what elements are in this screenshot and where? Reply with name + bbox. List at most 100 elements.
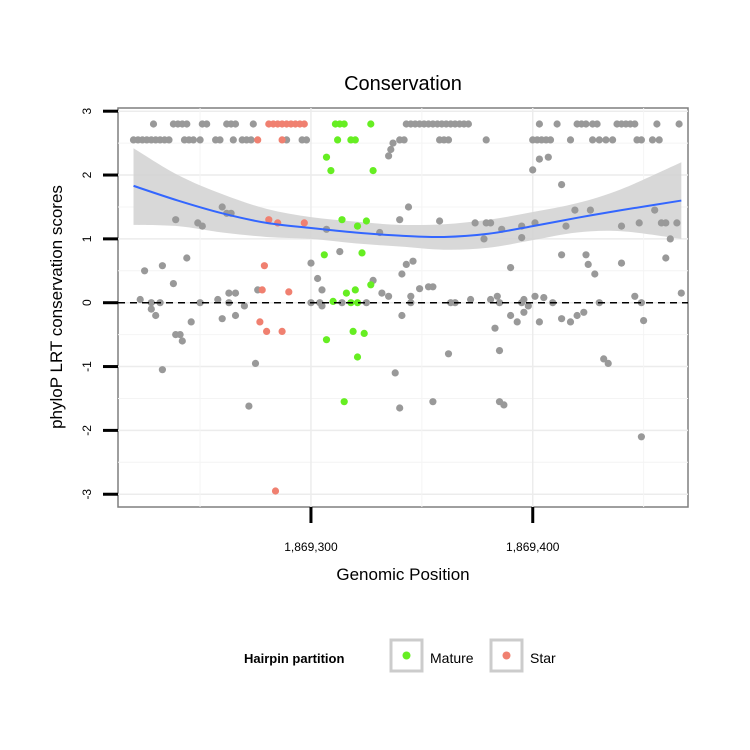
data-point-other xyxy=(194,219,202,227)
points-layer xyxy=(129,120,685,495)
data-point-other xyxy=(183,120,191,128)
data-point-mature xyxy=(322,336,331,344)
data-point-star xyxy=(285,288,293,296)
data-point-other xyxy=(586,206,595,214)
data-point-other xyxy=(385,152,393,160)
data-point-other xyxy=(247,136,255,144)
data-point-other xyxy=(183,254,191,262)
data-point-other xyxy=(158,366,166,374)
data-point-mature xyxy=(351,136,359,144)
data-point-mature xyxy=(340,398,348,406)
data-point-other xyxy=(651,206,659,214)
data-point-other xyxy=(573,311,581,320)
data-point-mature xyxy=(322,153,331,161)
x-tick-label: 1,869,300 xyxy=(284,540,338,554)
data-point-other xyxy=(582,120,590,128)
data-point-other xyxy=(675,120,683,128)
data-point-other xyxy=(169,280,177,288)
data-point-other xyxy=(429,283,437,291)
legend-dot-mature xyxy=(402,651,411,660)
data-point-other xyxy=(231,289,240,297)
data-point-other xyxy=(637,299,646,307)
data-point-other xyxy=(600,355,608,363)
data-point-other xyxy=(318,286,326,294)
data-point-other xyxy=(617,259,626,267)
data-point-other xyxy=(558,181,566,189)
data-point-star xyxy=(300,120,308,128)
data-point-other xyxy=(231,311,240,320)
trend-layer xyxy=(133,184,682,239)
y-tick-label: -3 xyxy=(80,489,94,500)
data-point-other xyxy=(203,120,211,128)
data-point-other xyxy=(546,136,555,144)
data-point-mature xyxy=(353,353,362,361)
data-point-other xyxy=(318,302,326,310)
data-point-other xyxy=(196,299,204,307)
data-point-star xyxy=(278,327,286,335)
data-point-star xyxy=(254,136,262,144)
data-point-mature xyxy=(362,217,370,225)
data-point-other xyxy=(231,120,240,128)
data-point-other xyxy=(444,136,453,144)
data-point-other xyxy=(584,260,592,268)
data-point-other xyxy=(189,136,197,144)
data-point-other xyxy=(500,401,508,409)
data-point-other xyxy=(487,219,495,227)
data-point-other xyxy=(378,289,386,297)
data-point-other xyxy=(396,404,404,412)
data-point-mature xyxy=(367,120,375,128)
data-point-other xyxy=(582,251,590,259)
data-point-other xyxy=(400,136,408,144)
data-point-other xyxy=(149,120,158,128)
y-axis: -3 -2 -1 0 1 2 3 xyxy=(80,108,118,500)
data-point-other xyxy=(251,359,260,367)
data-point-star xyxy=(278,136,286,144)
data-point-other xyxy=(407,292,415,300)
data-point-other xyxy=(218,203,226,211)
data-point-other xyxy=(336,248,344,256)
data-point-other xyxy=(589,136,597,144)
data-point-other xyxy=(444,350,453,358)
data-point-other xyxy=(662,219,670,227)
data-point-other xyxy=(416,285,424,293)
data-point-mature xyxy=(353,222,362,230)
data-point-other xyxy=(398,311,406,320)
y-tick-label: -1 xyxy=(80,361,94,372)
x-axis: 1,869,300 1,869,400 xyxy=(284,507,560,554)
data-point-other xyxy=(158,262,166,270)
data-point-other xyxy=(389,139,397,147)
data-point-other xyxy=(591,270,599,278)
data-point-other xyxy=(147,299,155,307)
data-point-star xyxy=(271,487,280,495)
data-point-other xyxy=(666,235,674,243)
data-point-other xyxy=(558,251,566,259)
data-point-other xyxy=(662,254,670,262)
data-point-other xyxy=(225,289,233,297)
data-point-other xyxy=(362,299,370,307)
data-point-other xyxy=(493,292,501,300)
data-point-other xyxy=(524,302,532,310)
data-point-other xyxy=(249,120,257,128)
data-point-other xyxy=(229,136,237,144)
data-point-other xyxy=(214,295,222,304)
legend-label-mature: Mature xyxy=(430,650,474,666)
data-point-other xyxy=(635,219,643,227)
data-point-other xyxy=(529,166,537,174)
data-point-other xyxy=(491,324,499,332)
trend-line xyxy=(133,184,682,239)
data-point-other xyxy=(176,331,184,339)
data-point-other xyxy=(602,136,610,144)
data-point-other xyxy=(640,317,648,325)
data-point-other xyxy=(580,308,588,316)
data-point-other xyxy=(507,264,515,272)
data-point-star xyxy=(260,262,268,270)
data-point-other xyxy=(487,295,495,304)
data-point-other xyxy=(595,136,603,144)
data-point-star xyxy=(258,286,266,294)
chart-title: Conservation xyxy=(344,73,462,95)
data-point-other xyxy=(518,299,526,307)
y-tick-label: 1 xyxy=(80,235,94,242)
data-point-other xyxy=(637,136,646,144)
data-point-mature xyxy=(358,249,366,257)
